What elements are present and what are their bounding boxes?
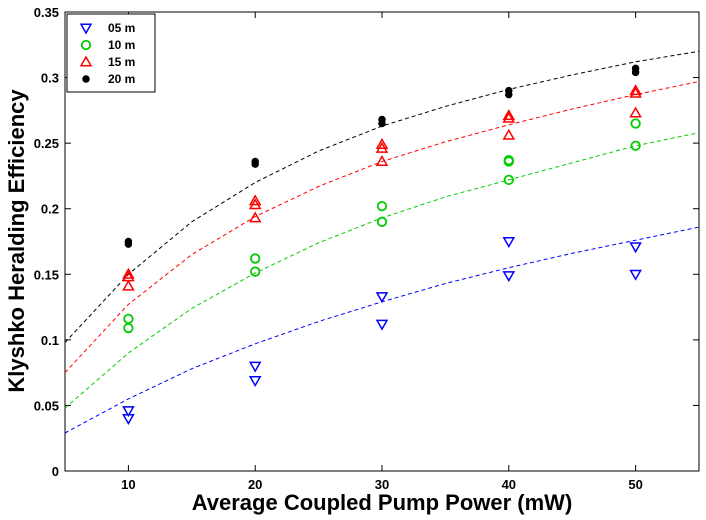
triangle-down-marker bbox=[122, 414, 135, 426]
y-tick-label: 0.25 bbox=[34, 136, 59, 151]
x-tick-label: 10 bbox=[121, 477, 135, 492]
asterisk-marker bbox=[124, 240, 133, 248]
circle-marker bbox=[123, 322, 134, 334]
triangle-up-marker bbox=[375, 154, 389, 167]
triangle-up-marker bbox=[248, 211, 262, 223]
triangle-up-marker bbox=[629, 84, 642, 96]
data-points bbox=[122, 64, 642, 426]
circle-marker bbox=[250, 266, 261, 277]
asterisk-marker bbox=[631, 68, 640, 77]
x-tick-label: 20 bbox=[248, 477, 262, 492]
triangle-up-marker bbox=[122, 279, 135, 291]
legend-label: 20 m bbox=[108, 72, 135, 86]
y-tick-label: 0.1 bbox=[41, 333, 59, 348]
circle-marker bbox=[630, 140, 641, 151]
circle-marker bbox=[503, 156, 514, 167]
triangle-down-marker bbox=[502, 237, 516, 249]
triangle-up-marker bbox=[375, 137, 389, 149]
triangle-up-marker bbox=[502, 111, 516, 123]
triangle-down-marker bbox=[375, 319, 389, 331]
triangle-down-marker bbox=[248, 376, 262, 388]
y-tick-label: 0.15 bbox=[34, 267, 59, 282]
y-tick-label: 0 bbox=[52, 464, 59, 479]
asterisk-marker bbox=[251, 160, 259, 168]
legend-label: 05 m bbox=[108, 21, 135, 35]
legend-label: 15 m bbox=[108, 55, 135, 69]
triangle-up-marker bbox=[375, 141, 389, 153]
circle-marker bbox=[376, 200, 388, 212]
y-tick-label: 0.3 bbox=[41, 71, 59, 86]
y-tick-label: 0.35 bbox=[34, 5, 59, 20]
x-tick-label: 50 bbox=[628, 477, 642, 492]
circle-marker bbox=[250, 253, 261, 264]
plot-area bbox=[64, 11, 700, 472]
circle-marker bbox=[503, 174, 514, 186]
y-axis-title: Klyshko Heralding Efficiency bbox=[4, 89, 29, 393]
triangle-up-marker bbox=[502, 109, 516, 121]
circle-marker bbox=[80, 39, 92, 51]
circle-marker bbox=[376, 216, 388, 227]
y-tick-label: 0.2 bbox=[41, 202, 59, 217]
legend-label: 10 m bbox=[108, 38, 135, 52]
triangle-up-marker bbox=[629, 86, 642, 98]
asterisk-marker bbox=[82, 75, 90, 83]
triangle-down-marker bbox=[502, 271, 516, 283]
ticks: 10 20 30 40 50 0 0.05 0.1 0.15 0.2 0.25 0.3 0.35 bbox=[34, 5, 699, 492]
triangle-down-marker bbox=[248, 361, 262, 373]
triangle-down-marker bbox=[375, 292, 389, 304]
triangle-down-marker bbox=[79, 23, 93, 35]
y-tick-label: 0.05 bbox=[34, 398, 59, 413]
triangle-up-marker bbox=[248, 198, 262, 210]
asterisk-marker bbox=[378, 119, 386, 128]
triangle-down-marker bbox=[629, 242, 642, 254]
circle-marker bbox=[630, 118, 641, 129]
triangle-up-marker bbox=[502, 128, 516, 140]
x-axis-title: Average Coupled Pump Power (mW) bbox=[192, 490, 573, 515]
fit-curve bbox=[64, 81, 700, 373]
legend: 05 m 10 m 15 m 20 m bbox=[66, 13, 156, 93]
legend-box bbox=[66, 13, 156, 93]
triangle-down-marker bbox=[629, 269, 642, 281]
triangle-up-marker bbox=[629, 106, 642, 118]
triangle-up-marker bbox=[248, 194, 262, 206]
asterisk-marker bbox=[505, 90, 513, 99]
x-tick-label: 30 bbox=[375, 477, 389, 492]
x-tick-label: 40 bbox=[502, 477, 516, 492]
triangle-up-marker bbox=[122, 267, 135, 279]
triangle-up-marker bbox=[79, 55, 93, 67]
triangle-down-marker bbox=[122, 406, 135, 418]
